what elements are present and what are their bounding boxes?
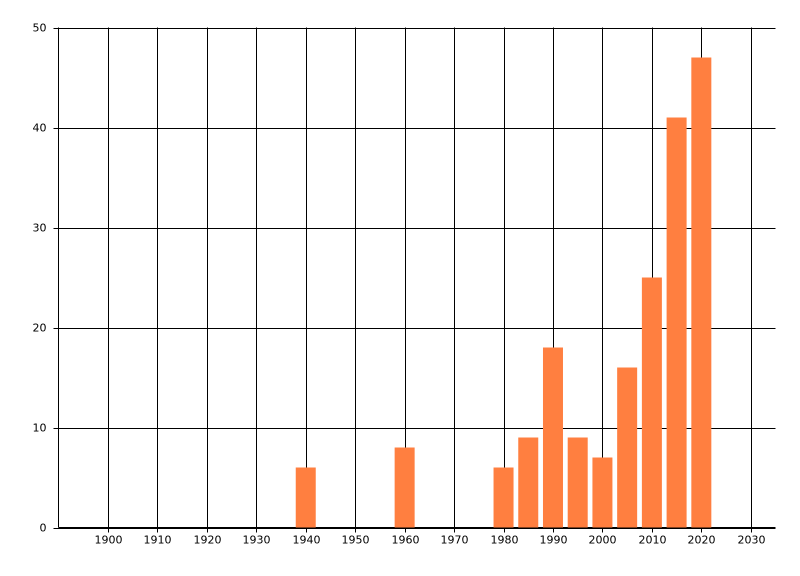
bar (666, 117, 687, 528)
bar (567, 437, 588, 528)
x-tick-label: 1900 (95, 534, 123, 547)
x-tick-label: 1930 (243, 534, 271, 547)
y-tick-label: 20 (33, 322, 47, 335)
bar (641, 277, 662, 528)
x-tick-label: 1920 (194, 534, 222, 547)
x-tick-label: 2030 (738, 534, 766, 547)
x-tick-label: 1990 (540, 534, 568, 547)
y-tick-label: 50 (33, 22, 47, 35)
x-tick-label: 1910 (144, 534, 172, 547)
x-tick-label: 2020 (688, 534, 716, 547)
y-tick-label: 30 (33, 222, 47, 235)
x-tick-label: 1970 (441, 534, 469, 547)
x-tick-label: 1940 (293, 534, 321, 547)
y-tick-label: 10 (33, 422, 47, 435)
y-tick-label: 0 (40, 522, 47, 535)
bar (617, 367, 638, 528)
bar (691, 57, 712, 528)
bar (592, 457, 613, 528)
bar (493, 467, 514, 528)
x-tick-label: 1980 (491, 534, 519, 547)
x-tick-label: 2010 (639, 534, 667, 547)
y-tick-label: 40 (33, 122, 47, 135)
bar (518, 437, 539, 528)
x-tick-label: 2000 (589, 534, 617, 547)
x-tick-label: 1960 (392, 534, 420, 547)
bar (542, 347, 563, 528)
bar (295, 467, 316, 528)
x-tick-label: 1950 (342, 534, 370, 547)
bar (394, 447, 415, 528)
